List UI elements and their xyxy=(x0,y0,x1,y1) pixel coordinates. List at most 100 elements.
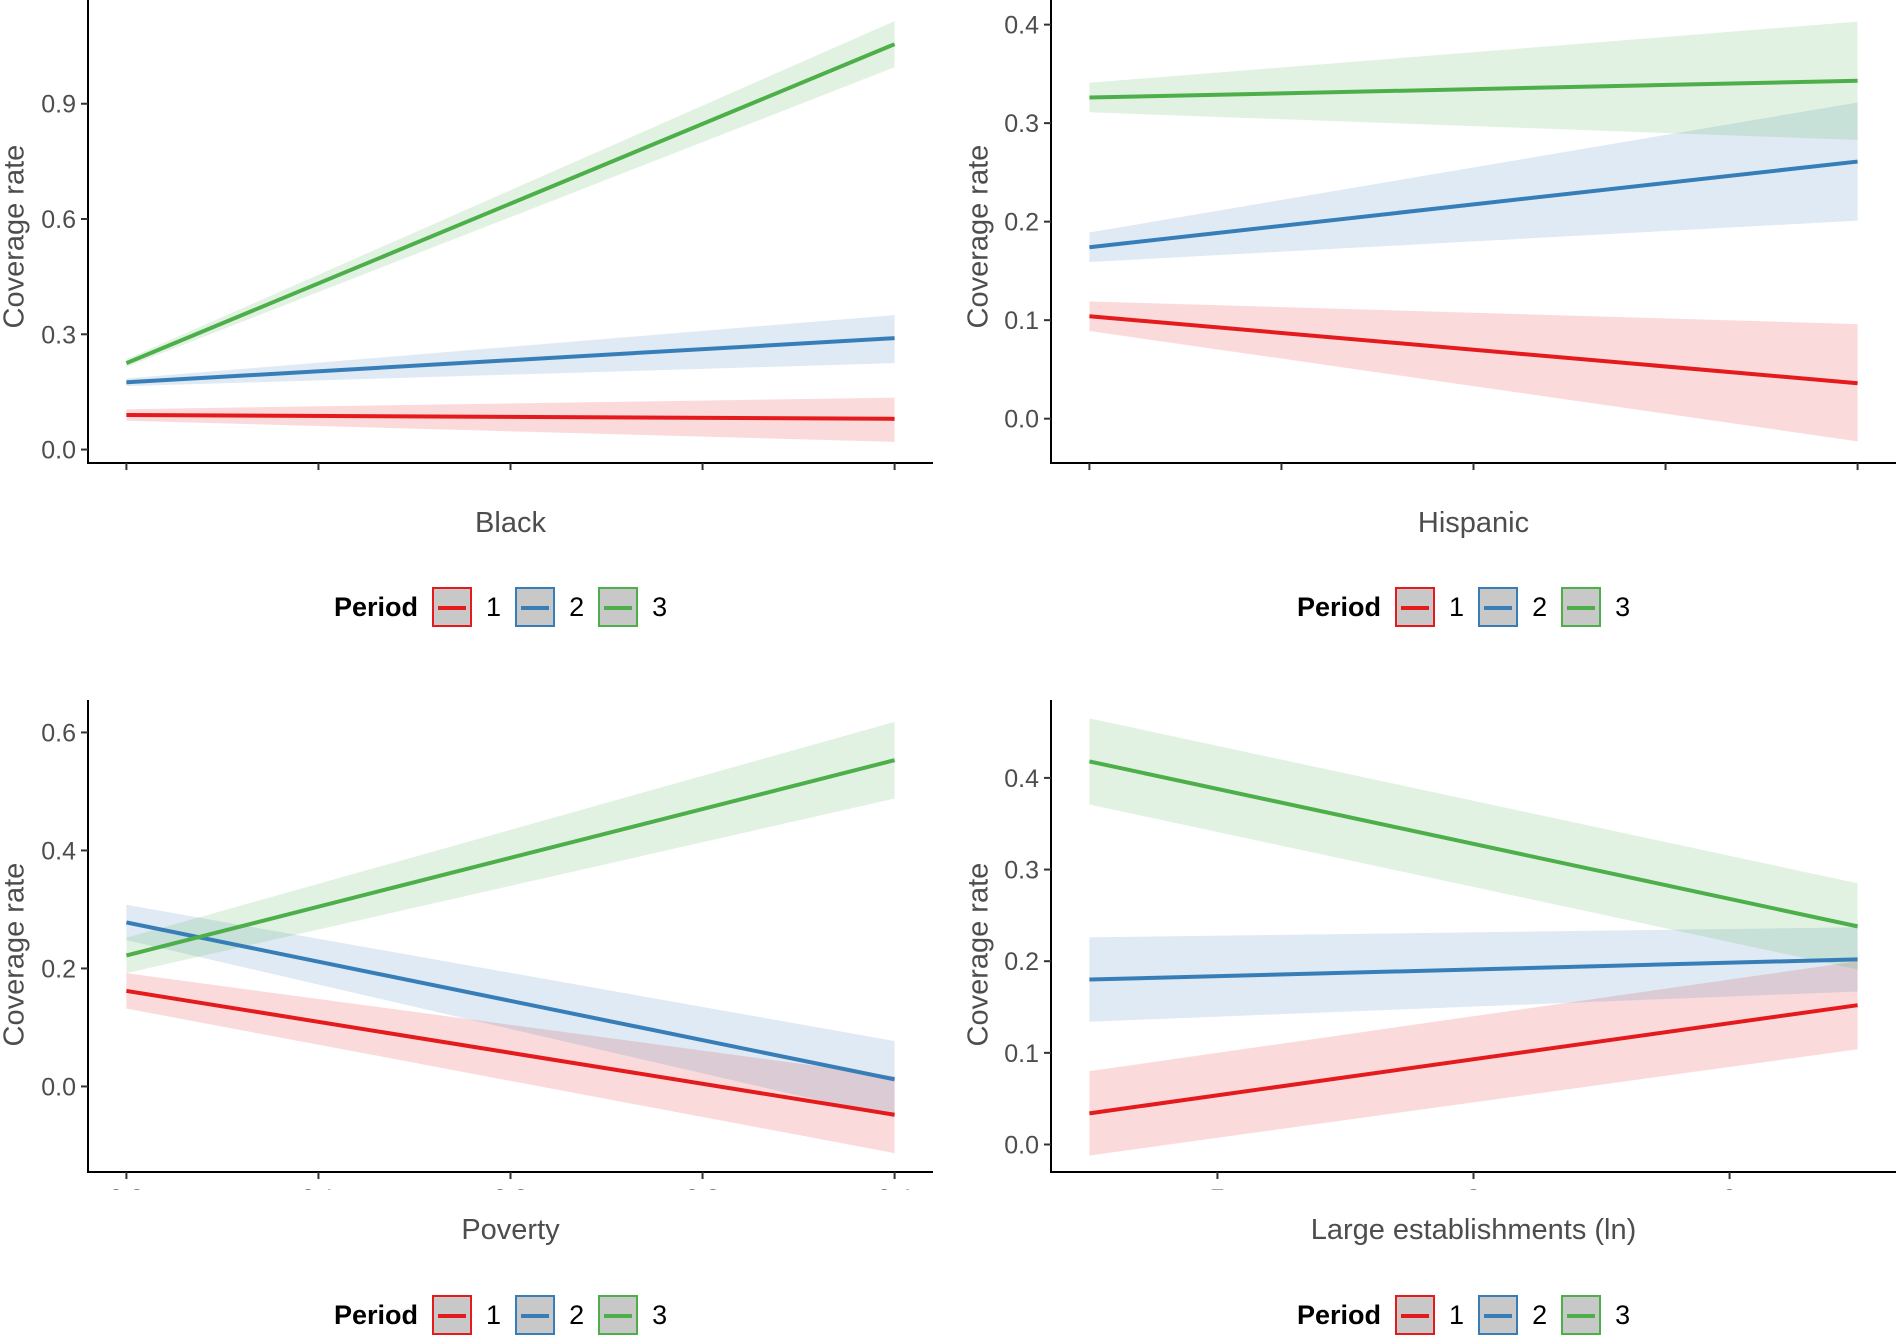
series-line-period-1-red xyxy=(126,988,895,1117)
legend-title: Period xyxy=(1297,591,1382,622)
ci-band-period-1 xyxy=(126,397,895,442)
legend: Period 1 2 3 xyxy=(334,582,681,632)
legend-key-green xyxy=(598,587,639,627)
y-tick-label: 0.4 xyxy=(1004,12,1039,40)
x-tick-label: 0.2 xyxy=(493,1185,528,1190)
legend-key-green xyxy=(1561,1295,1602,1335)
legend-key-red xyxy=(432,1295,473,1335)
plot-poverty: 0.0 0.2 0.4 0.6 0.0 0.1 0.2 0.3 0.4 xyxy=(41,700,933,1190)
legend-key-green xyxy=(598,1295,639,1335)
series-line-period-3-green xyxy=(1088,759,1859,929)
series-line-period-2-blue xyxy=(126,336,895,385)
plot-hispanic: 0.0 0.1 0.2 0.3 0.4 0.00 0.25 0.50 0.75 1.00 xyxy=(1004,0,1896,480)
legend-key-green xyxy=(1561,587,1602,627)
legend-item-period-2: 2 xyxy=(1478,587,1547,627)
legend-label: 3 xyxy=(652,591,668,622)
panel-hispanic: 0.0 0.1 0.2 0.3 0.4 0.00 0.25 0.50 0.75 1.00 Hisp… xyxy=(950,0,1900,650)
series-line-period-1-red xyxy=(1089,314,1858,386)
x-axis-title: Hispanic xyxy=(1417,507,1530,539)
x-tick-label: 0.00 xyxy=(102,476,151,480)
legend-key-blue xyxy=(1478,587,1519,627)
legend-item-period-3: 3 xyxy=(1561,1295,1630,1335)
y-axis-title: Coverage rate xyxy=(962,862,995,1047)
x-tick-label: 0.4 xyxy=(877,1185,912,1190)
x-tick-label: 0.25 xyxy=(294,476,343,480)
series-line-period-3-green xyxy=(125,42,896,365)
series-line-period-2-blue xyxy=(1089,159,1858,250)
y-tick-label: 0.0 xyxy=(41,437,76,465)
y-tick-label: 0.1 xyxy=(1004,307,1039,335)
legend: Period 1 2 3 xyxy=(1297,1290,1644,1340)
legend-title: Period xyxy=(334,591,419,622)
ci-band-period-2 xyxy=(1089,102,1858,263)
x-tick-label: 8 xyxy=(1467,1185,1481,1190)
legend-label: 2 xyxy=(569,1299,585,1330)
y-axis-title: Coverage rate xyxy=(962,144,995,329)
ci-band-period-3 xyxy=(126,721,895,974)
y-tick-label: 0.0 xyxy=(1004,406,1039,434)
series-line-period-2-blue xyxy=(1089,957,1858,982)
legend-item-period-1: 1 xyxy=(1395,587,1464,627)
ci-band-period-3 xyxy=(126,21,895,367)
legend-label: 1 xyxy=(1449,1299,1465,1330)
legend-item-period-2: 2 xyxy=(515,1295,584,1335)
series-line-period-3-green xyxy=(125,758,896,958)
legend-label: 2 xyxy=(1532,591,1548,622)
legend-label: 1 xyxy=(1449,591,1465,622)
x-tick-label: 0.25 xyxy=(1257,476,1306,480)
legend-item-period-3: 3 xyxy=(598,587,667,627)
panel-poverty: 0.0 0.2 0.4 0.6 0.0 0.1 0.2 0.3 0.4 Poverty Cove… xyxy=(0,700,950,1340)
legend-label: 2 xyxy=(569,591,585,622)
ci-band-period-1 xyxy=(1089,301,1858,442)
y-tick-label: 0.0 xyxy=(1004,1132,1039,1160)
legend-label: 3 xyxy=(652,1299,668,1330)
plot-large-establishments: 0.0 0.1 0.2 0.3 0.4 7 8 9 xyxy=(1004,700,1896,1190)
y-tick-label: 0.2 xyxy=(41,955,76,983)
x-tick-label: 9 xyxy=(1723,1185,1737,1190)
legend-title: Period xyxy=(1297,1299,1382,1330)
y-tick-label: 0.4 xyxy=(41,837,76,865)
legend-item-period-1: 1 xyxy=(432,587,501,627)
legend-key-red xyxy=(432,587,473,627)
x-tick-label: 0.3 xyxy=(685,1185,720,1190)
x-tick-label: 0.50 xyxy=(486,476,535,480)
y-tick-label: 0.6 xyxy=(41,719,76,747)
series-line-period-1-red xyxy=(126,412,895,421)
y-tick-label: 0.4 xyxy=(1004,765,1039,793)
panel-large-establishments: 0.0 0.1 0.2 0.3 0.4 7 8 9 Large establishments … xyxy=(950,700,1900,1340)
y-tick-label: 0.3 xyxy=(1004,857,1039,885)
ci-band-period-2 xyxy=(126,315,895,387)
legend-label: 3 xyxy=(1615,1299,1631,1330)
x-tick-label: 1.00 xyxy=(1833,476,1882,480)
ci-band-period-1 xyxy=(126,973,895,1154)
legend: Period 1 2 3 xyxy=(334,1290,681,1340)
x-tick-label: 0.00 xyxy=(1065,476,1114,480)
legend-key-blue xyxy=(515,587,556,627)
y-axis-title: Coverage rate xyxy=(0,144,31,329)
x-tick-label: 0.75 xyxy=(678,476,727,480)
x-tick-label: 7 xyxy=(1210,1185,1224,1190)
legend-title: Period xyxy=(334,1299,419,1330)
legend-label: 3 xyxy=(1615,591,1631,622)
legend-key-blue xyxy=(515,1295,556,1335)
x-axis-title: Large establishments (ln) xyxy=(1310,1214,1637,1246)
x-axis-title: Poverty xyxy=(461,1214,560,1246)
ci-band-period-2 xyxy=(126,904,895,1118)
legend-item-period-3: 3 xyxy=(598,1295,667,1335)
y-tick-label: 0.3 xyxy=(1004,110,1039,138)
y-tick-label: 0.3 xyxy=(41,321,76,349)
series-line-period-2-blue xyxy=(126,920,895,1082)
x-axis-title: Black xyxy=(475,507,546,539)
y-tick-label: 0.2 xyxy=(1004,209,1039,237)
x-tick-label: 0.0 xyxy=(109,1185,144,1190)
panel-black: 0.0 0.3 0.6 0.9 0.00 0.25 0.50 0.75 1.00 Black C… xyxy=(0,0,950,650)
series-line-period-1-red xyxy=(1089,1003,1858,1116)
plot-black: 0.0 0.3 0.6 0.9 0.00 0.25 0.50 0.75 1.00 xyxy=(41,0,933,480)
y-tick-label: 0.9 xyxy=(41,91,76,119)
series-line-period-3-green xyxy=(1089,78,1858,100)
legend-label: 1 xyxy=(486,591,502,622)
x-tick-label: 0.50 xyxy=(1449,476,1498,480)
legend-item-period-2: 2 xyxy=(1478,1295,1547,1335)
x-tick-label: 0.1 xyxy=(301,1185,336,1190)
